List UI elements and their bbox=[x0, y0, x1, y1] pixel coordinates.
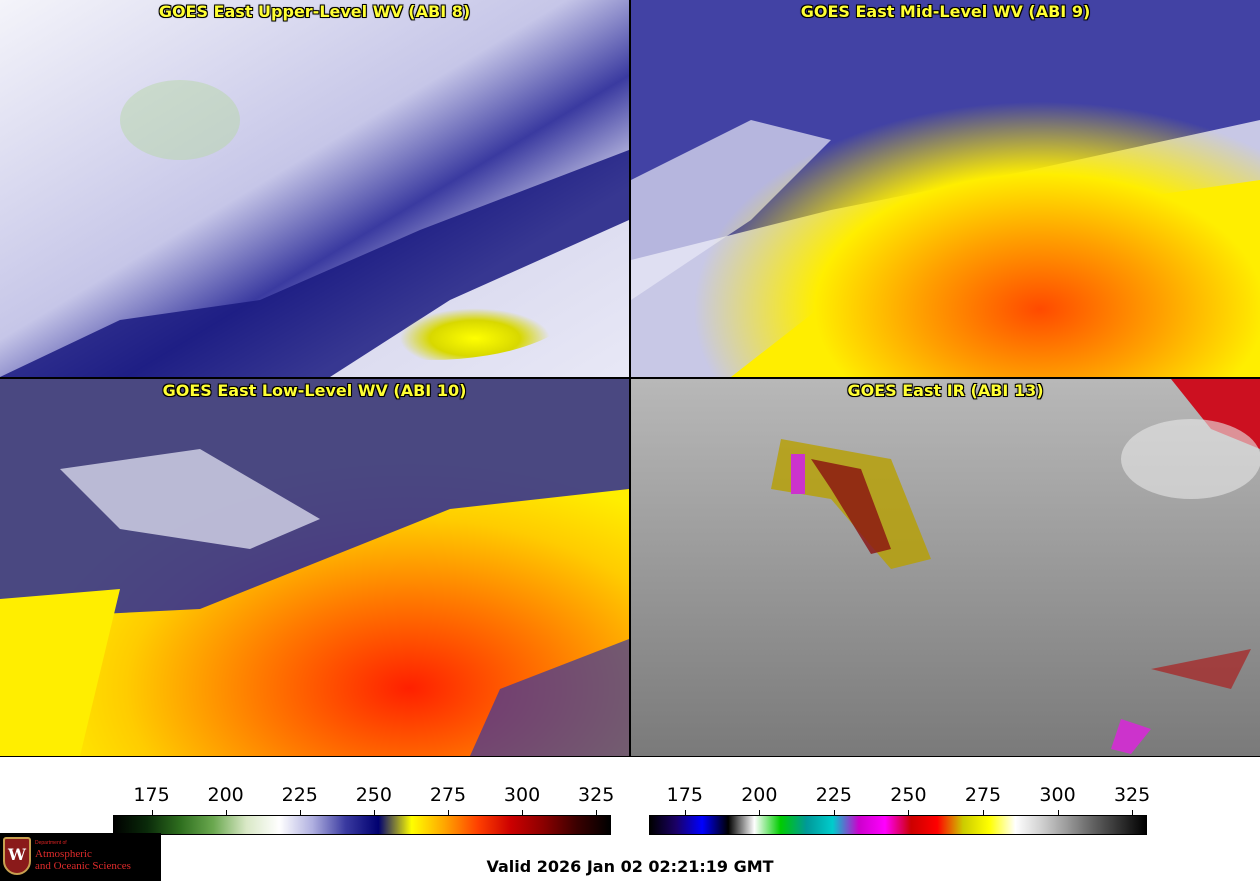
valid-time: Valid 2026 Jan 02 02:21:19 GMT bbox=[486, 857, 774, 876]
colorbar-tick-label: 200 bbox=[741, 784, 778, 806]
panel-infrared: GOES East IR (ABI 13) bbox=[631, 379, 1260, 756]
colorbar-tick-mark bbox=[1057, 810, 1059, 815]
uw-aos-logo[interactable]: W Department of Atmospheric and Oceanic … bbox=[0, 833, 161, 881]
colorbar-tick-label: 275 bbox=[429, 784, 467, 806]
colorbar-tick-label: 250 bbox=[355, 784, 392, 806]
colorbar-tick-mark bbox=[596, 810, 598, 815]
colorbar-tick-mark bbox=[522, 810, 524, 815]
panel-title: GOES East Low-Level WV (ABI 10) bbox=[162, 381, 467, 400]
colorbar-tick-label: 175 bbox=[666, 784, 703, 806]
map-upper-level-wv bbox=[0, 0, 629, 377]
panel-divider-horizontal bbox=[0, 377, 1260, 379]
colorbar-tick-label: 175 bbox=[133, 784, 170, 806]
colorbar-tick-mark bbox=[982, 810, 984, 815]
colorbar-tick-label: 325 bbox=[1113, 784, 1151, 806]
panel-title: GOES East Upper-Level WV (ABI 8) bbox=[158, 2, 471, 21]
colorbar-tick-label: 225 bbox=[281, 784, 318, 806]
map-mid-level-wv bbox=[631, 0, 1260, 377]
colorbar-tick-mark bbox=[299, 810, 301, 815]
panel-mid-level-wv: GOES East Mid-Level WV (ABI 9) bbox=[631, 0, 1260, 377]
panel-title: GOES East IR (ABI 13) bbox=[847, 381, 1044, 400]
logo-line1: Atmospheric bbox=[35, 848, 92, 860]
logo-line2: and Oceanic Sciences bbox=[35, 860, 131, 872]
colorbar-tick-label: 225 bbox=[815, 784, 853, 806]
panel-upper-level-wv: GOES East Upper-Level WV (ABI 8) bbox=[0, 0, 629, 377]
logo-dept: Department of bbox=[35, 840, 67, 846]
colorbar-tick-label: 250 bbox=[890, 784, 927, 806]
colorbar-tick-mark bbox=[908, 810, 910, 815]
colorbar-water-vapor bbox=[113, 815, 611, 835]
colorbar-tick-mark bbox=[151, 810, 153, 815]
panel-low-level-wv: GOES East Low-Level WV (ABI 10) bbox=[0, 379, 629, 756]
colorbar-tick-mark bbox=[447, 810, 449, 815]
colorbar-tick-label: 300 bbox=[503, 784, 541, 806]
colorbar-tick-mark bbox=[684, 810, 686, 815]
colorbar-tick-label: 200 bbox=[207, 784, 244, 806]
colorbar-tick-mark bbox=[1132, 810, 1134, 815]
colorbar-tick-mark bbox=[833, 810, 835, 815]
map-infrared bbox=[631, 379, 1260, 756]
crest-icon: W bbox=[3, 837, 31, 875]
colorbar-tick-mark bbox=[225, 810, 227, 815]
colorbar-tick-label: 300 bbox=[1039, 784, 1076, 806]
colorbar-tick-label: 325 bbox=[578, 784, 615, 806]
panel-title: GOES East Mid-Level WV (ABI 9) bbox=[800, 2, 1091, 21]
colorbar-tick-mark bbox=[759, 810, 761, 815]
colorbar-infrared bbox=[649, 815, 1147, 835]
colorbar-tick-mark bbox=[373, 810, 375, 815]
panel-bottom-border bbox=[0, 756, 1260, 757]
colorbar-tick-label: 275 bbox=[964, 784, 1002, 806]
map-low-level-wv bbox=[0, 379, 629, 756]
